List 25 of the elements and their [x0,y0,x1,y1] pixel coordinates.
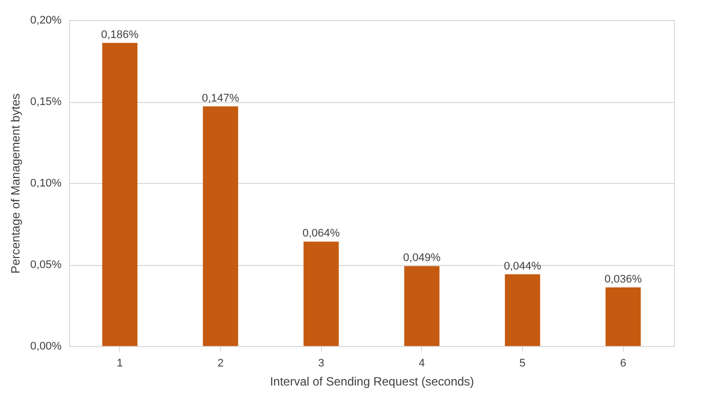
y-tick-label: 0,00% [30,340,62,352]
bar [304,242,339,346]
bar [102,42,138,346]
bar [202,106,238,346]
data-label: 0,044% [504,260,542,272]
y-tick-label: 0,15% [30,96,62,108]
y-axis-title: Percentage of Management bytes [8,93,22,274]
data-label: 0,186% [101,28,139,41]
x-tick-label: 1 [116,358,123,370]
y-tick-label: 0,10% [30,178,62,190]
x-tick-label: 5 [519,358,526,370]
y-tick-label: 0,05% [30,259,62,271]
x-tick-label: 6 [620,358,626,370]
bar [606,287,641,346]
bar [504,274,540,346]
data-label: 0,147% [202,92,240,104]
data-label: 0,036% [604,273,642,286]
bar [404,266,440,346]
y-tick-label: 0,20% [30,14,62,26]
x-tick-label: 3 [318,358,324,370]
data-label: 0,049% [403,252,441,264]
data-label: 0,064% [302,228,340,240]
x-tick-label: 4 [418,358,425,370]
x-tick-label: 2 [217,358,224,370]
x-axis-title: Interval of Sending Request (seconds) [270,374,474,388]
